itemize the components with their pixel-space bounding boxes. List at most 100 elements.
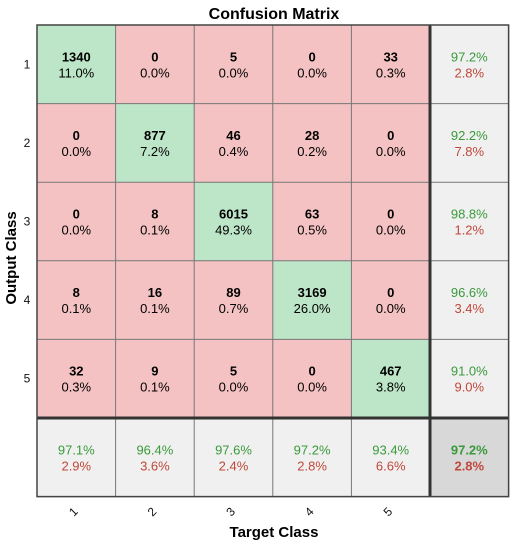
matrix-cell-value-top: 6015 [219,207,248,222]
matrix-border [36,24,510,498]
matrix-cell [272,25,352,104]
matrix-cell-value-top: 0 [308,364,315,379]
y-tick-label: 4 [24,293,31,307]
row-summary-value-top: 91.0% [451,364,488,379]
matrix-cell [194,25,273,104]
matrix-cell-value-bottom: 0.3% [61,380,91,395]
matrix-cell-value-bottom: 0.1% [140,223,170,238]
matrix-cell-value-bottom: 0.5% [297,223,327,238]
overall-accuracy-cell [430,418,509,497]
column-summary-cell [272,418,352,497]
matrix-cell-value-top: 0 [308,49,315,64]
x-tick-label: 2 [145,504,160,519]
matrix-cell-value-top: 89 [226,285,240,300]
x-tick-label: 3 [223,504,238,519]
matrix-cell-value-top: 0 [73,128,80,143]
overall-accuracy-value-bottom: 2.8% [454,458,484,473]
matrix-cell-value-top: 46 [226,128,240,143]
matrix-cell-value-bottom: 0.0% [297,65,327,80]
matrix-cell-value-top: 33 [383,49,397,64]
matrix-cell-value-bottom: 0.0% [376,223,406,238]
matrix-cell-value-bottom: 26.0% [294,301,331,316]
matrix-cell-value-top: 5 [230,364,237,379]
column-summary-value-bottom: 2.8% [297,458,327,473]
matrix-cell-value-top: 3169 [298,285,327,300]
matrix-cell-value-bottom: 0.1% [61,301,91,316]
matrix-cell-value-bottom: 0.4% [219,144,249,159]
matrix-cell [115,182,195,261]
matrix-cell-value-top: 16 [148,285,162,300]
row-summary-cell [430,260,509,340]
matrix-cell [351,182,430,261]
row-summary-value-top: 98.8% [451,207,488,222]
matrix-cell-value-top: 28 [305,128,319,143]
column-summary-value-top: 93.4% [372,442,409,457]
matrix-cell-value-top: 0 [387,128,394,143]
matrix-cell-value-bottom: 0.0% [140,65,170,80]
matrix-cell-value-bottom: 0.2% [297,144,327,159]
column-summary-cell [37,418,116,497]
matrix-cell-value-top: 63 [305,207,319,222]
matrix-cell [194,260,273,340]
matrix-cell [272,103,352,183]
matrix-cell-value-bottom: 0.0% [376,144,406,159]
overall-accuracy-value-top: 97.2% [451,442,488,457]
x-tick-label: 4 [302,504,317,519]
matrix-cell-value-top: 8 [73,285,80,300]
matrix-cell-value-bottom: 49.3% [215,223,252,238]
row-summary-value-top: 97.2% [451,49,488,64]
matrix-cell-value-top: 9 [151,364,158,379]
matrix-cell [351,339,430,418]
matrix-cell [37,339,116,418]
matrix-cell-value-bottom: 0.0% [61,144,91,159]
row-summary-cell [430,103,509,183]
matrix-cell [115,339,195,418]
row-summary-cell [430,339,509,418]
matrix-cell-value-top: 0 [73,207,80,222]
column-summary-cell [115,418,195,497]
column-summary-value-bottom: 2.9% [61,458,91,473]
matrix-cell-value-bottom: 0.0% [376,301,406,316]
matrix-cell-value-bottom: 0.0% [219,380,249,395]
row-summary-value-top: 96.6% [451,285,488,300]
matrix-cell-value-top: 32 [69,364,83,379]
y-tick-label: 5 [24,372,31,386]
row-summary-value-bottom: 7.8% [454,144,484,159]
matrix-cell [37,103,116,183]
matrix-cell-value-top: 0 [387,207,394,222]
matrix-cell [351,103,430,183]
row-summary-value-bottom: 3.4% [454,301,484,316]
chart-title: Confusion Matrix [209,6,340,23]
matrix-gridlines [36,24,510,498]
matrix-cell-value-top: 0 [151,49,158,64]
matrix-cell-value-top: 8 [151,207,158,222]
x-tick-label: 1 [66,504,81,519]
matrix-cell [115,260,195,340]
matrix-cell [272,182,352,261]
matrix-cell [115,103,195,183]
column-summary-cell [194,418,273,497]
row-summary-cell [430,25,509,104]
matrix-cell [272,260,352,340]
row-summary-value-bottom: 9.0% [454,380,484,395]
matrix-cell [194,182,273,261]
column-summary-value-top: 96.4% [136,442,173,457]
row-summary-value-top: 92.2% [451,128,488,143]
row-summary-cell [430,182,509,261]
matrix-cell [194,339,273,418]
matrix-cell-value-bottom: 0.1% [140,301,170,316]
matrix-cell [351,260,430,340]
matrix-cell-value-top: 877 [144,128,166,143]
matrix-cell [194,103,273,183]
matrix-cell-value-bottom: 0.1% [140,380,170,395]
x-tick-label: 5 [381,504,396,519]
y-tick-label: 3 [24,215,31,229]
matrix-cell [272,339,352,418]
matrix-cells: 134011.0%00.0%50.0%00.0%330.3%97.2%2.8%0… [37,25,509,497]
matrix-cell-value-top: 0 [387,285,394,300]
column-summary-value-top: 97.2% [294,442,331,457]
column-summary-cell [351,418,430,497]
matrix-cell-value-bottom: 3.8% [376,380,406,395]
matrix-cell [37,182,116,261]
